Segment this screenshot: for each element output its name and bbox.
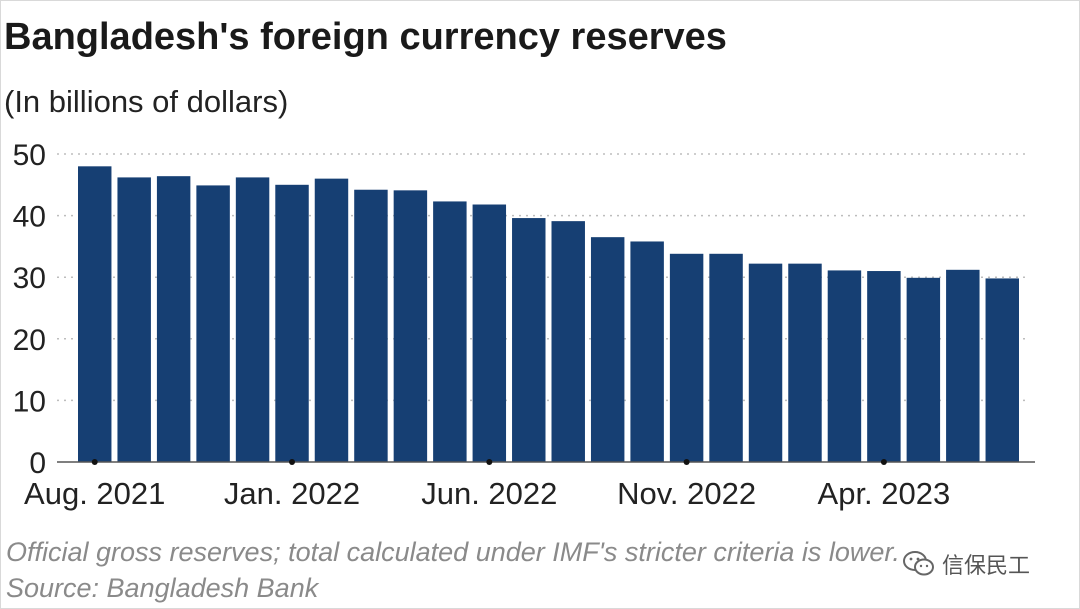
y-tick-label: 40 <box>13 201 46 234</box>
bar <box>314 178 349 462</box>
bar <box>156 176 191 462</box>
x-tick-label: Jan. 2022 <box>224 476 360 511</box>
chart-note: Official gross reserves; total calculate… <box>6 537 900 567</box>
x-tick-mark <box>91 459 98 465</box>
bar <box>630 241 664 462</box>
bar <box>235 177 270 462</box>
watermark-text: 信保民工 <box>942 554 1031 579</box>
bar <box>512 218 546 462</box>
bar <box>906 277 941 462</box>
bar <box>78 166 112 462</box>
bar <box>275 184 309 463</box>
y-tick-label: 0 <box>29 447 46 480</box>
bar <box>867 271 901 462</box>
x-tick-mark <box>289 459 296 465</box>
bar <box>433 201 467 462</box>
bars <box>78 166 1019 463</box>
chart-title: Bangladesh's foreign currency reserves <box>4 16 727 58</box>
bar <box>472 204 507 462</box>
x-tick-mark <box>880 459 887 465</box>
chart-source: Source: Bangladesh Bank <box>6 573 319 603</box>
bar <box>985 278 1019 462</box>
bar <box>590 237 625 462</box>
bar <box>196 185 230 462</box>
x-tick-label: Jun. 2022 <box>421 476 557 511</box>
bar <box>354 189 388 462</box>
y-tick-label: 20 <box>13 324 46 357</box>
bar <box>748 263 783 462</box>
bar-chart: 0 10 20 30 40 50 Aug. 2021 Jan. 2022 Jun. 2022 N… <box>13 139 1035 511</box>
x-tick-mark <box>683 459 690 465</box>
chart-subtitle: (In billions of dollars) <box>4 84 289 119</box>
bar <box>788 263 822 462</box>
bar <box>669 253 704 462</box>
x-tick-label: Aug. 2021 <box>24 476 165 511</box>
x-tick-label: Nov. 2022 <box>617 476 756 511</box>
watermark: 信保民工 <box>898 546 1039 582</box>
bar <box>117 177 151 462</box>
bar <box>551 221 585 462</box>
wechat-icon <box>903 551 934 576</box>
bar <box>709 253 743 462</box>
x-tick-label: Apr. 2023 <box>818 476 951 511</box>
y-tick-label: 50 <box>13 139 46 172</box>
bar <box>393 190 428 462</box>
y-axis-ticks: 0 10 20 30 40 50 <box>13 139 46 480</box>
bar <box>946 269 980 462</box>
bar <box>827 270 862 462</box>
x-axis-ticks: Aug. 2021 Jan. 2022 Jun. 2022 Nov. 2022 Apr.… <box>24 459 950 511</box>
y-tick-label: 30 <box>13 262 46 295</box>
y-tick-label: 10 <box>13 385 46 418</box>
x-tick-mark <box>486 459 493 465</box>
